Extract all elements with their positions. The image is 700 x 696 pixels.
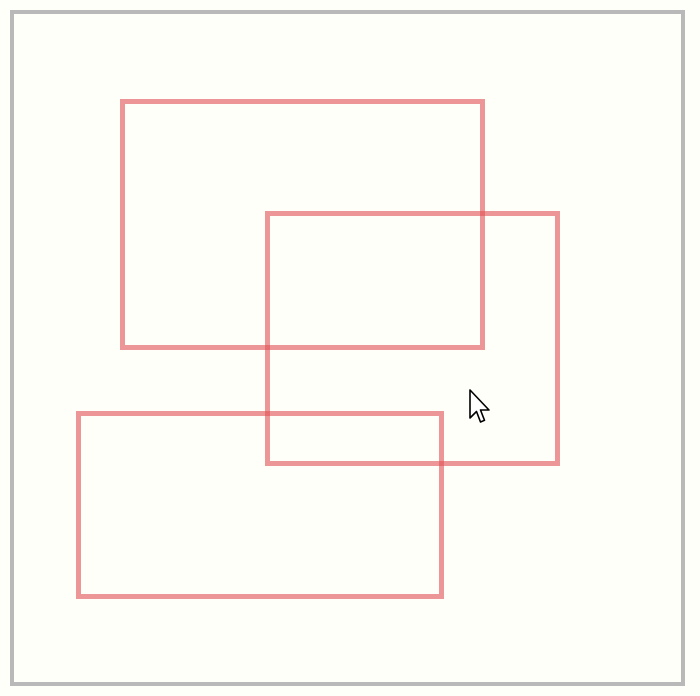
canvas-frame xyxy=(10,10,685,686)
mouse-cursor-icon xyxy=(469,389,490,423)
rectangle-1[interactable] xyxy=(120,99,485,350)
rectangle-3[interactable] xyxy=(76,411,444,599)
rectangle-2[interactable] xyxy=(265,211,560,466)
